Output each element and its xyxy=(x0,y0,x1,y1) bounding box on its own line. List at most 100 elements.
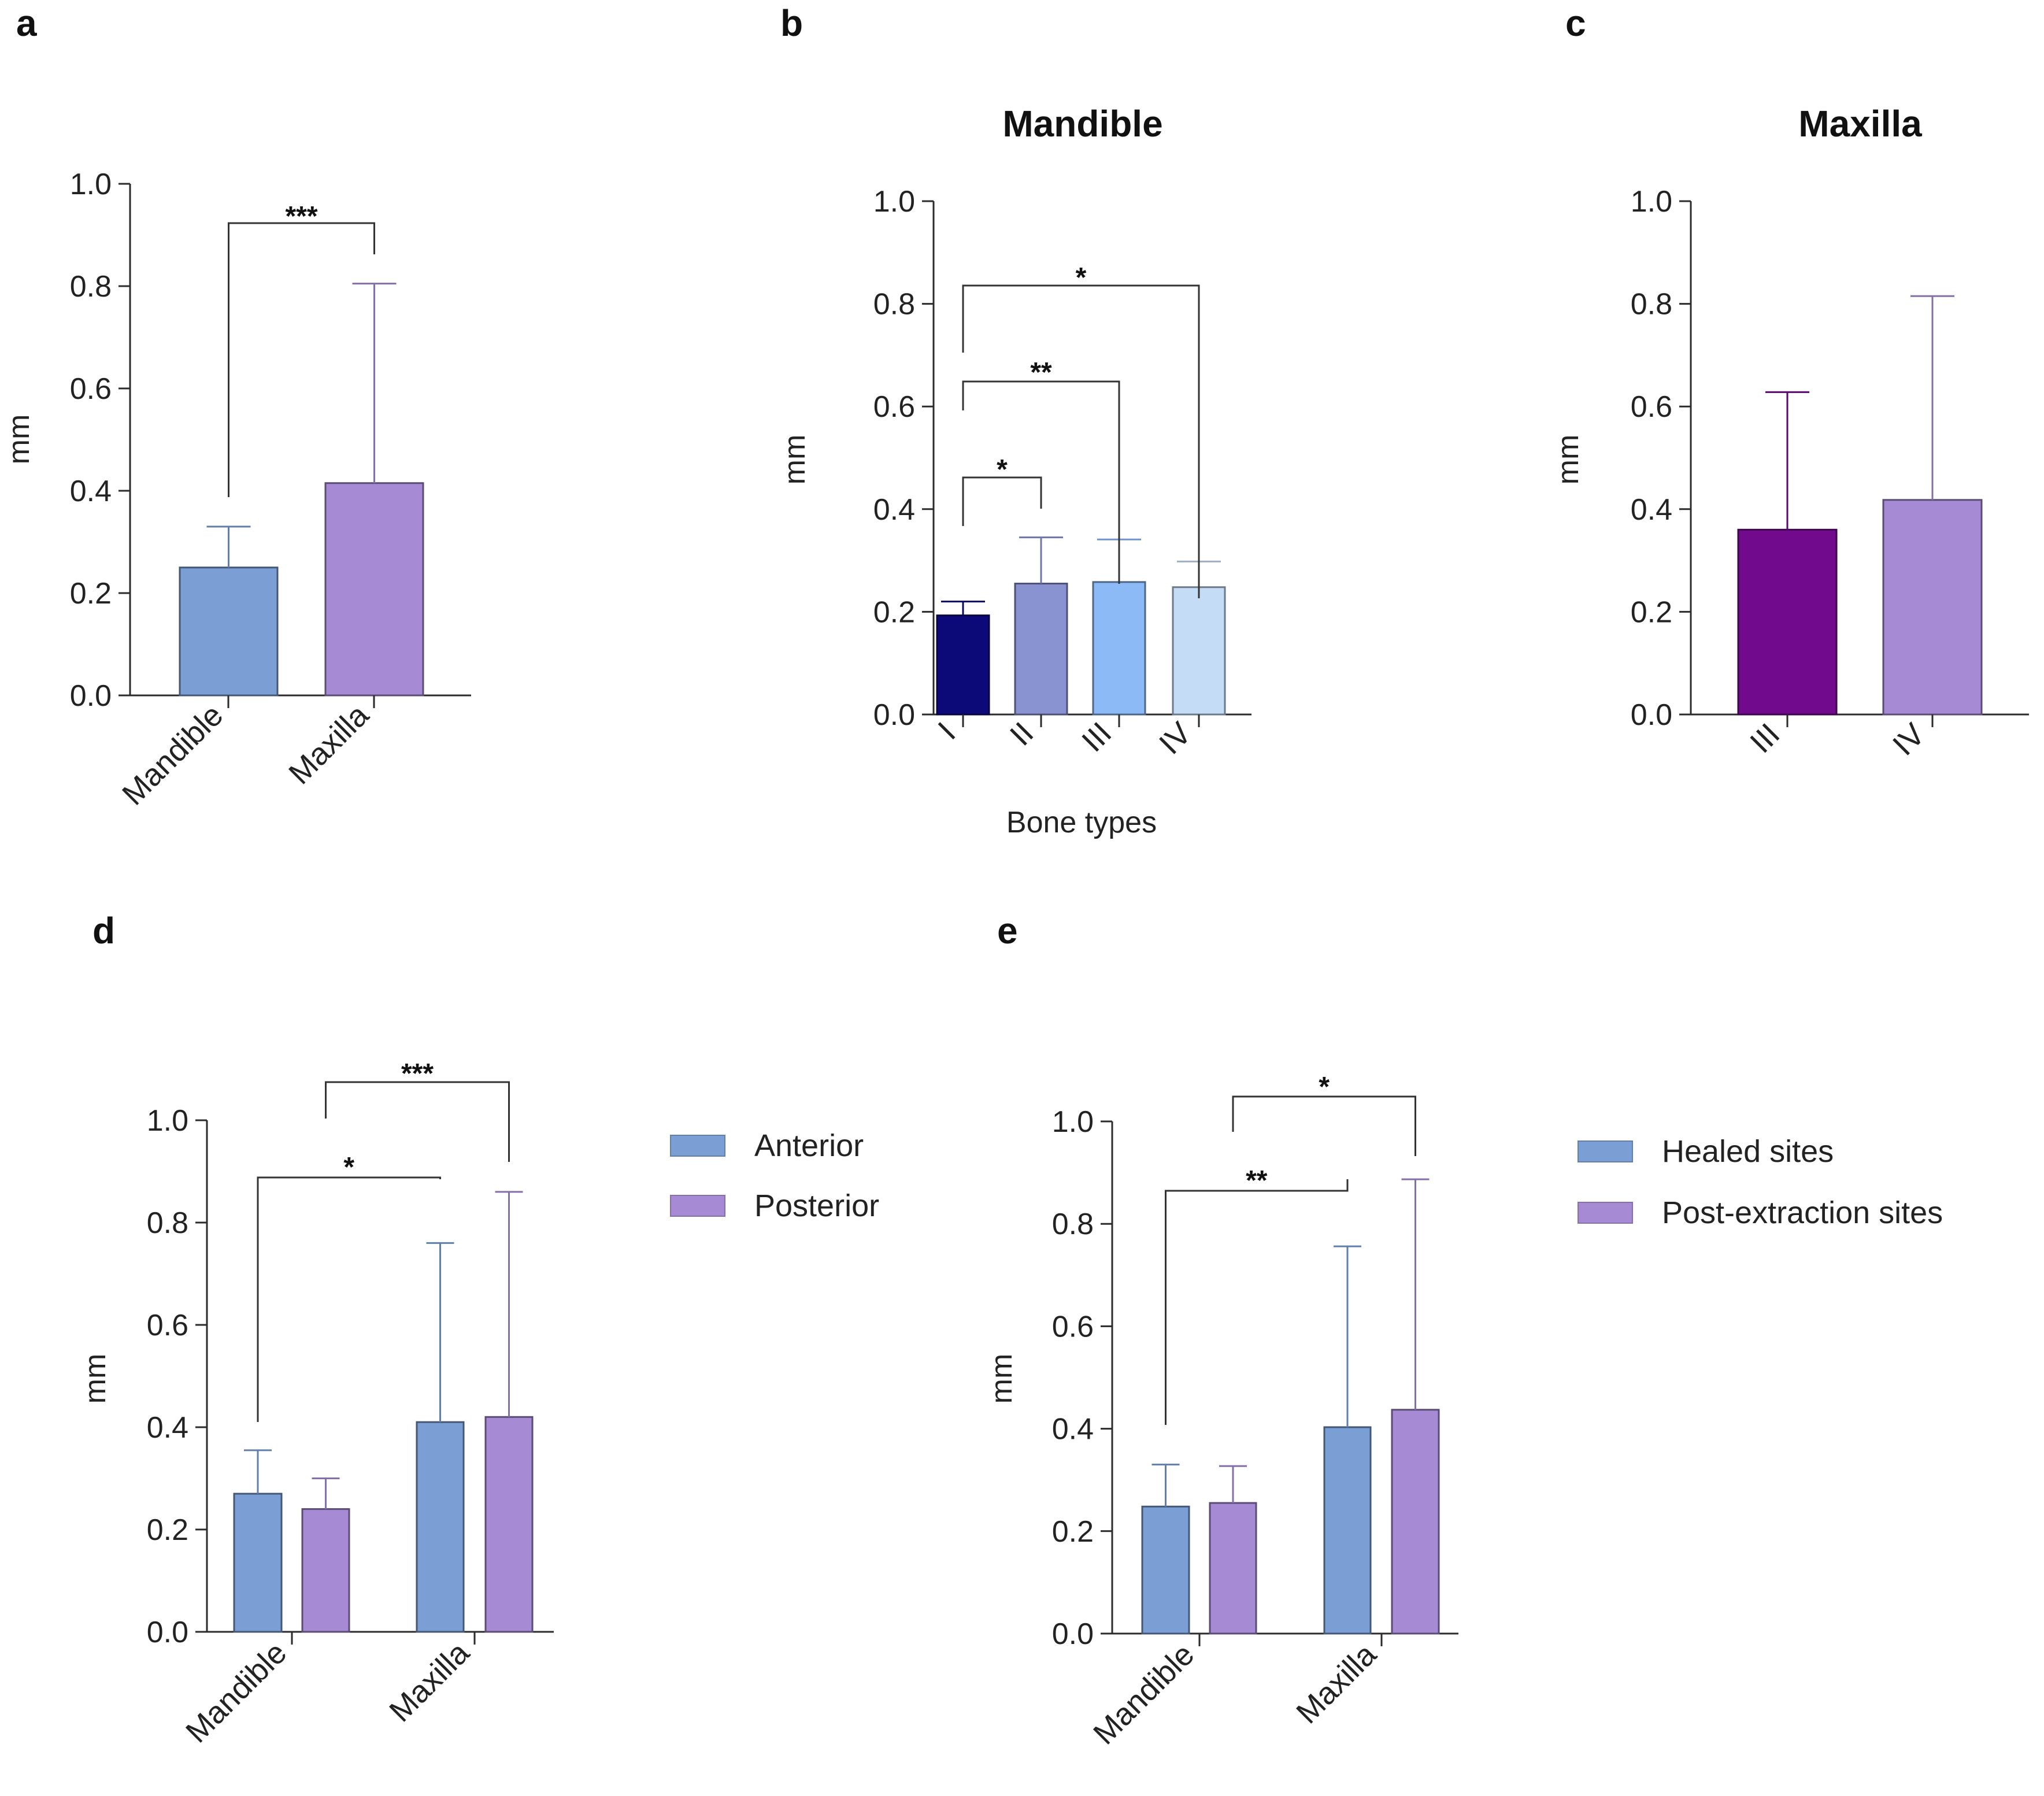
y-tick-label: 0.8 xyxy=(70,270,112,303)
y-tick-label: 0.2 xyxy=(1631,595,1672,629)
y-axis-label: mm xyxy=(1551,435,1585,485)
chart-title: Maxilla xyxy=(1798,103,1922,145)
y-tick-label: 0.0 xyxy=(873,698,915,732)
significance-label: * xyxy=(343,1152,354,1183)
category-label: III xyxy=(1743,717,1786,760)
y-tick-label: 1.0 xyxy=(147,1104,188,1138)
y-tick-label: 0.8 xyxy=(1052,1208,1094,1241)
bar-d-1-0 xyxy=(416,1421,465,1633)
y-tick-label: 0.2 xyxy=(1052,1515,1094,1549)
significance-label: ** xyxy=(1030,357,1052,388)
y-tick-label: 0.8 xyxy=(147,1206,188,1240)
category-label: IV xyxy=(1153,716,1198,761)
legend-label: Healed sites xyxy=(1662,1134,1834,1169)
category-label: Mandible xyxy=(179,1635,293,1749)
legend-label: Post-extraction sites xyxy=(1662,1195,1943,1230)
category-label: Maxilla xyxy=(1290,1636,1383,1730)
category-label: II xyxy=(1004,716,1040,753)
y-tick-label: 0.4 xyxy=(70,475,112,508)
panel-c: c Maxilla 0.0 0.2 0.4 0.6 0.8 1.0 mm III IV xyxy=(1551,2,2029,762)
y-axis-label: mm xyxy=(2,414,36,465)
bar-e-1-1 xyxy=(1391,1409,1440,1635)
bar-b-3-0 xyxy=(1172,586,1226,716)
legend-label: Posterior xyxy=(754,1188,879,1223)
significance-label: ** xyxy=(1246,1165,1268,1196)
bar-e-0-0 xyxy=(1141,1505,1190,1635)
bar-d-0-1 xyxy=(301,1508,350,1633)
y-tick-label: 0.4 xyxy=(1631,493,1672,527)
panel-letter: d xyxy=(92,910,115,951)
bar-a-0-0 xyxy=(179,566,279,697)
category-label: IV xyxy=(1886,717,1932,762)
significance-bracket xyxy=(228,222,375,497)
bar-e-0-1 xyxy=(1209,1502,1257,1635)
legend-swatch xyxy=(1578,1140,1633,1162)
significance-bracket xyxy=(257,1176,441,1422)
y-tick-label: 0.0 xyxy=(1052,1617,1094,1651)
y-tick-label: 1.0 xyxy=(70,168,112,201)
significance-label: *** xyxy=(285,201,317,232)
bar-e-1-0 xyxy=(1323,1426,1372,1635)
y-tick-label: 0.6 xyxy=(147,1309,188,1342)
bar-c-0-0 xyxy=(1737,528,1838,716)
panel-a: a 0.0 0.2 0.4 0.6 0.8 1.0 mm Mandible Maxilla *** xyxy=(2,2,471,812)
bar-b-1-0 xyxy=(1014,583,1068,716)
y-tick-label: 0.0 xyxy=(1631,698,1672,732)
category-label: Maxilla xyxy=(383,1635,476,1728)
y-tick-label: 1.0 xyxy=(1052,1105,1094,1139)
significance-bracket xyxy=(962,380,1120,584)
y-axis-label: mm xyxy=(79,1354,112,1404)
y-tick-label: 0.6 xyxy=(873,390,915,424)
y-tick-label: 0.4 xyxy=(1052,1413,1094,1446)
y-tick-label: 0.6 xyxy=(70,372,112,406)
y-tick-label: 0.4 xyxy=(147,1411,188,1445)
x-axis-label: Bone types xyxy=(1006,806,1157,839)
y-axis-label: mm xyxy=(778,435,812,485)
significance-label: * xyxy=(997,454,1008,485)
panel-letter: a xyxy=(16,2,37,44)
panel-b: b Mandible 0.0 0.2 0.4 0.6 0.8 1.0 mm Bone types I… xyxy=(778,2,1251,839)
bar-b-0-0 xyxy=(936,614,990,716)
y-tick-label: 0.0 xyxy=(70,679,112,713)
significance-bracket xyxy=(1165,1179,1349,1425)
bar-c-1-0 xyxy=(1882,499,1983,716)
bar-d-1-1 xyxy=(484,1416,534,1633)
y-axis-label: mm xyxy=(985,1354,1019,1404)
y-tick-label: 0.8 xyxy=(873,288,915,321)
significance-bracket xyxy=(962,476,1042,526)
legend-label: Anterior xyxy=(754,1128,864,1163)
bar-a-1-0 xyxy=(324,482,424,697)
category-label: Mandible xyxy=(1087,1637,1201,1751)
panel-letter: c xyxy=(1565,2,1586,44)
category-label: I xyxy=(931,716,962,746)
significance-label: * xyxy=(1319,1072,1330,1102)
significance-label: *** xyxy=(401,1058,434,1089)
panel-letter: e xyxy=(997,910,1018,951)
y-tick-label: 0.8 xyxy=(1631,288,1672,321)
legend-swatch xyxy=(1578,1202,1633,1224)
y-tick-label: 0.0 xyxy=(147,1616,188,1649)
panel-letter: b xyxy=(780,2,803,44)
category-label: Maxilla xyxy=(282,697,376,791)
legend-swatch xyxy=(670,1195,725,1217)
category-label: III xyxy=(1075,716,1118,758)
bar-d-0-0 xyxy=(233,1493,283,1633)
y-tick-label: 1.0 xyxy=(873,185,915,219)
y-tick-label: 1.0 xyxy=(1631,185,1672,219)
bar-b-2-0 xyxy=(1092,581,1146,716)
significance-bracket xyxy=(962,284,1200,598)
significance-bracket xyxy=(325,1081,510,1162)
y-tick-label: 0.4 xyxy=(873,493,915,527)
chart-title: Mandible xyxy=(1002,103,1162,145)
legend-swatch xyxy=(670,1135,725,1157)
y-tick-label: 0.6 xyxy=(1631,390,1672,424)
significance-label: * xyxy=(1076,262,1087,293)
category-label: Mandible xyxy=(116,698,229,812)
y-tick-label: 0.6 xyxy=(1052,1310,1094,1343)
y-tick-label: 0.2 xyxy=(70,577,112,610)
y-tick-label: 0.2 xyxy=(147,1513,188,1547)
significance-bracket xyxy=(1232,1095,1416,1156)
